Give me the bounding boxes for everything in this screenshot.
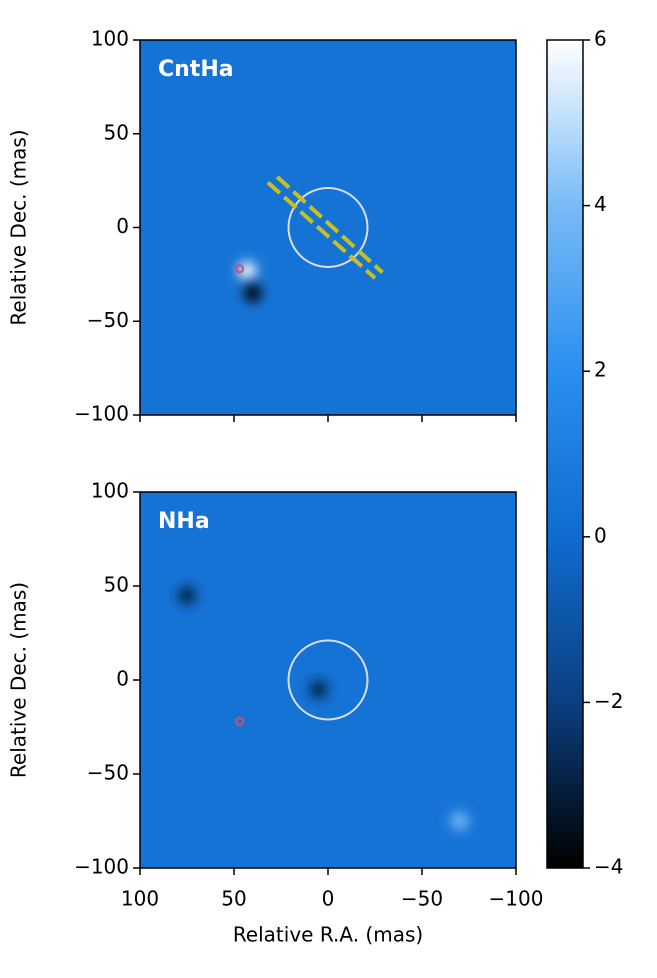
companion-marker xyxy=(235,716,245,726)
image-panel xyxy=(140,492,516,868)
y-axis-label: Relative Dec. (mas) xyxy=(7,129,31,325)
colorbar xyxy=(546,39,584,869)
image-background xyxy=(140,40,516,415)
image-feature xyxy=(178,586,196,605)
x-tick-label: 0 xyxy=(322,887,335,911)
x-tick-label: −50 xyxy=(401,887,443,911)
dashed-line xyxy=(275,175,384,274)
companion-marker xyxy=(235,264,245,274)
image-feature xyxy=(238,261,257,280)
panel-label: CntHa xyxy=(158,57,234,82)
y-tick-label: −100 xyxy=(74,855,129,879)
x-tick-label: 100 xyxy=(121,887,159,911)
x-tick-label: 50 xyxy=(221,887,246,911)
y-tick-label: −50 xyxy=(87,761,129,785)
y-tick-label: 100 xyxy=(91,27,129,51)
colorbar-tick-label: −2 xyxy=(594,689,623,713)
colorbar-tick-label: −4 xyxy=(594,855,623,879)
y-tick-label: 50 xyxy=(104,573,129,597)
colorbar-tick-label: 6 xyxy=(594,27,607,51)
y-tick-label: −50 xyxy=(87,308,129,332)
y-tick-label: 100 xyxy=(91,479,129,503)
x-tick-label: −100 xyxy=(489,887,544,911)
y-tick-label: 0 xyxy=(116,667,129,691)
image-feature xyxy=(450,812,469,830)
reference-circle xyxy=(287,639,369,721)
image-feature xyxy=(309,680,328,699)
image-feature xyxy=(243,284,262,303)
panel-label: NHa xyxy=(158,509,210,534)
y-tick-label: −100 xyxy=(74,402,129,426)
y-tick-label: 50 xyxy=(104,120,129,144)
x-axis-label: Relative R.A. (mas) xyxy=(233,923,423,947)
reference-circle xyxy=(287,187,369,268)
y-tick-label: 0 xyxy=(116,214,129,238)
colorbar-tick-label: 2 xyxy=(594,358,607,382)
image-background xyxy=(140,492,516,868)
colorbar-tick-label: 4 xyxy=(594,192,607,216)
colorbar-tick-label: 0 xyxy=(594,523,607,547)
y-axis-label: Relative Dec. (mas) xyxy=(7,582,31,778)
dashed-line xyxy=(266,181,377,280)
image-panel xyxy=(140,40,516,415)
